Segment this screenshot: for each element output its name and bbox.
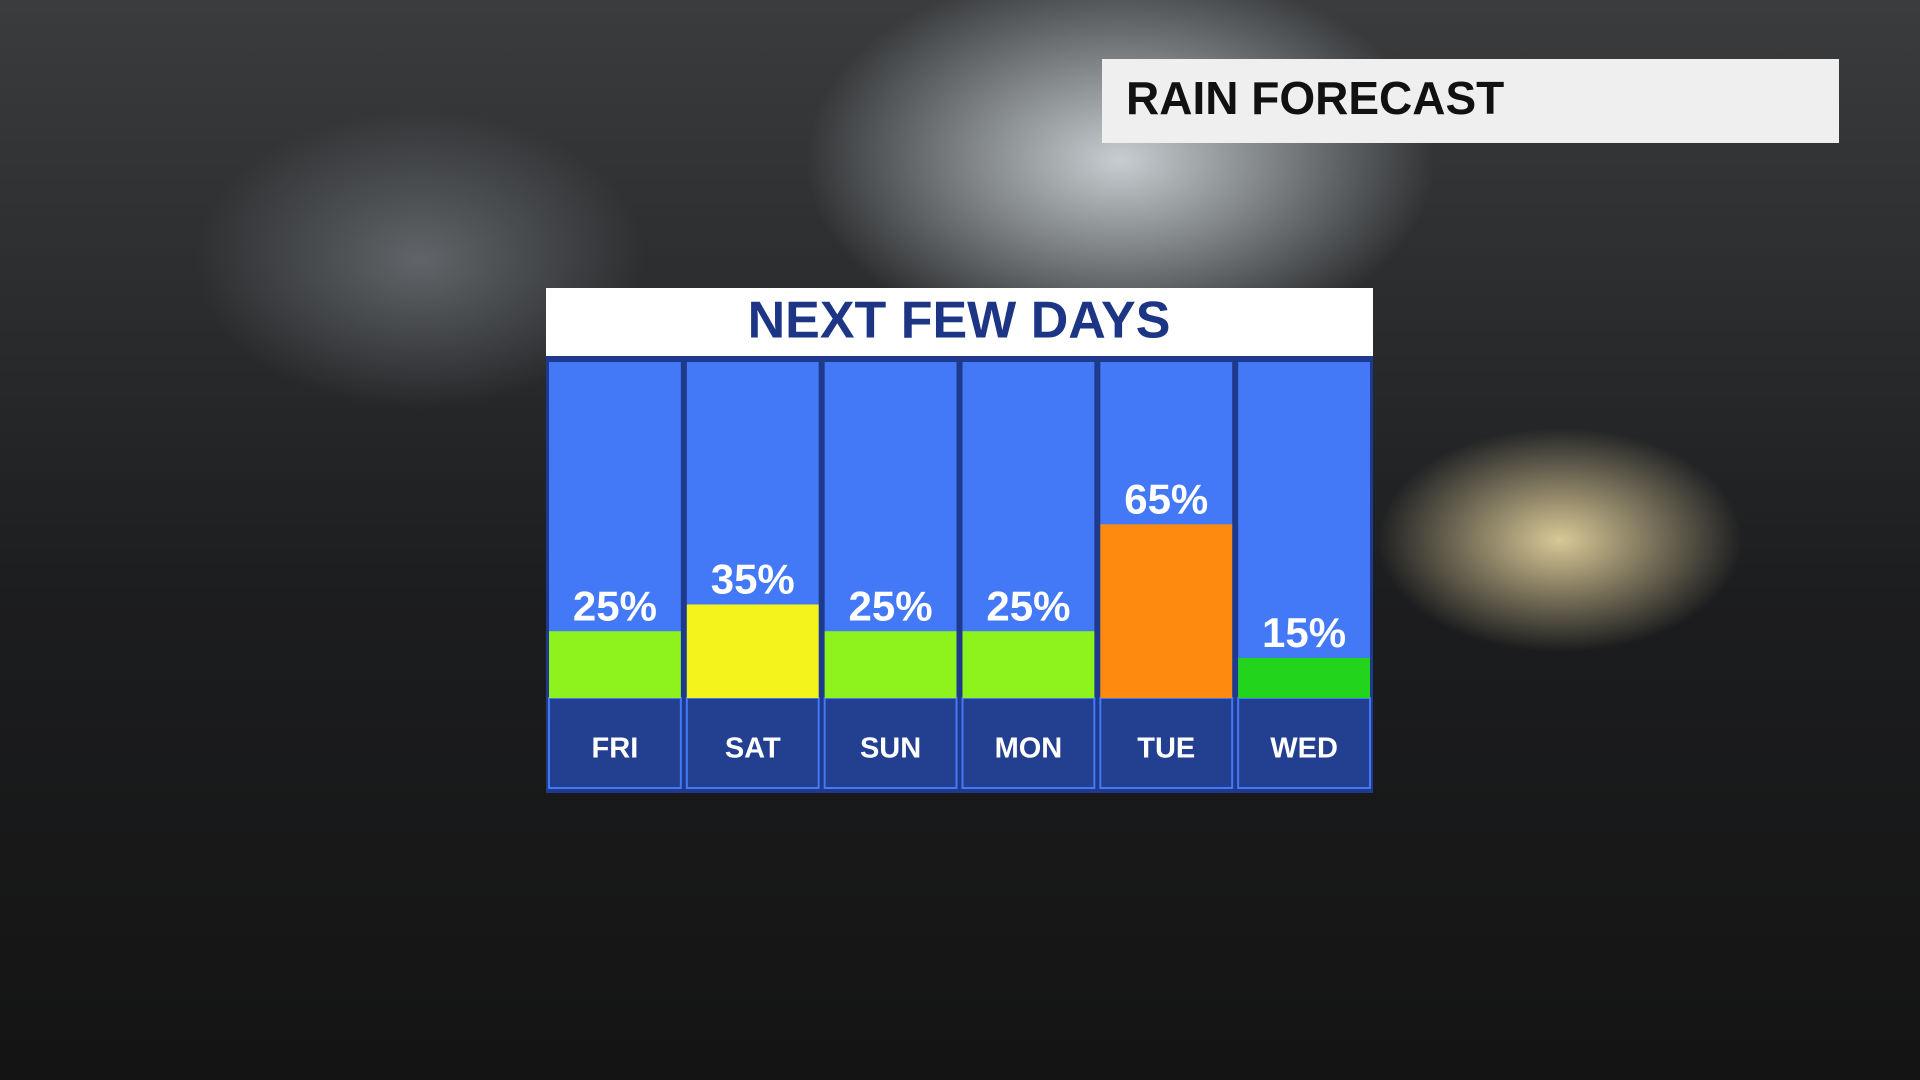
bar bbox=[549, 631, 681, 698]
bar bbox=[686, 604, 819, 698]
x-tick-label: SUN bbox=[860, 733, 921, 765]
x-tick-label: TUE bbox=[1137, 733, 1195, 765]
column bbox=[1238, 362, 1370, 698]
value-label: 25% bbox=[573, 582, 657, 629]
x-tick-label: FRI bbox=[592, 733, 639, 765]
bar bbox=[824, 631, 957, 698]
label: RAIN FORECAST bbox=[1126, 72, 1504, 124]
bar bbox=[1238, 657, 1370, 698]
x-tick-label: SAT bbox=[725, 733, 781, 765]
value-label: 25% bbox=[986, 582, 1070, 629]
panel bbox=[546, 356, 1373, 793]
x-tick-label: WED bbox=[1270, 733, 1338, 765]
day-strip bbox=[1237, 697, 1371, 789]
bar bbox=[1100, 524, 1233, 698]
bar bbox=[962, 631, 1095, 698]
chart-title: NEXT FEW DAYS bbox=[748, 292, 1171, 350]
value-label: 15% bbox=[1262, 609, 1346, 656]
value-label: 25% bbox=[849, 582, 933, 629]
title-box bbox=[546, 288, 1373, 358]
value-label: 65% bbox=[1124, 475, 1208, 522]
label-box bbox=[1102, 59, 1839, 143]
x-tick-label: MON bbox=[995, 733, 1063, 765]
value-label: 35% bbox=[711, 556, 795, 603]
day-strip bbox=[1099, 697, 1234, 789]
day-strip bbox=[548, 697, 682, 789]
